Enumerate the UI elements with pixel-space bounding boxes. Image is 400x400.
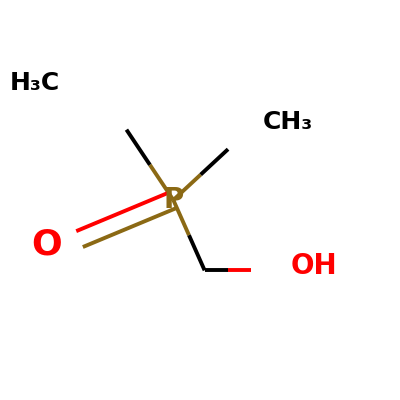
Text: OH: OH xyxy=(290,252,337,280)
Text: H₃C: H₃C xyxy=(10,71,60,95)
Text: O: O xyxy=(31,228,62,262)
Text: P: P xyxy=(163,186,184,214)
Text: CH₃: CH₃ xyxy=(263,110,314,134)
